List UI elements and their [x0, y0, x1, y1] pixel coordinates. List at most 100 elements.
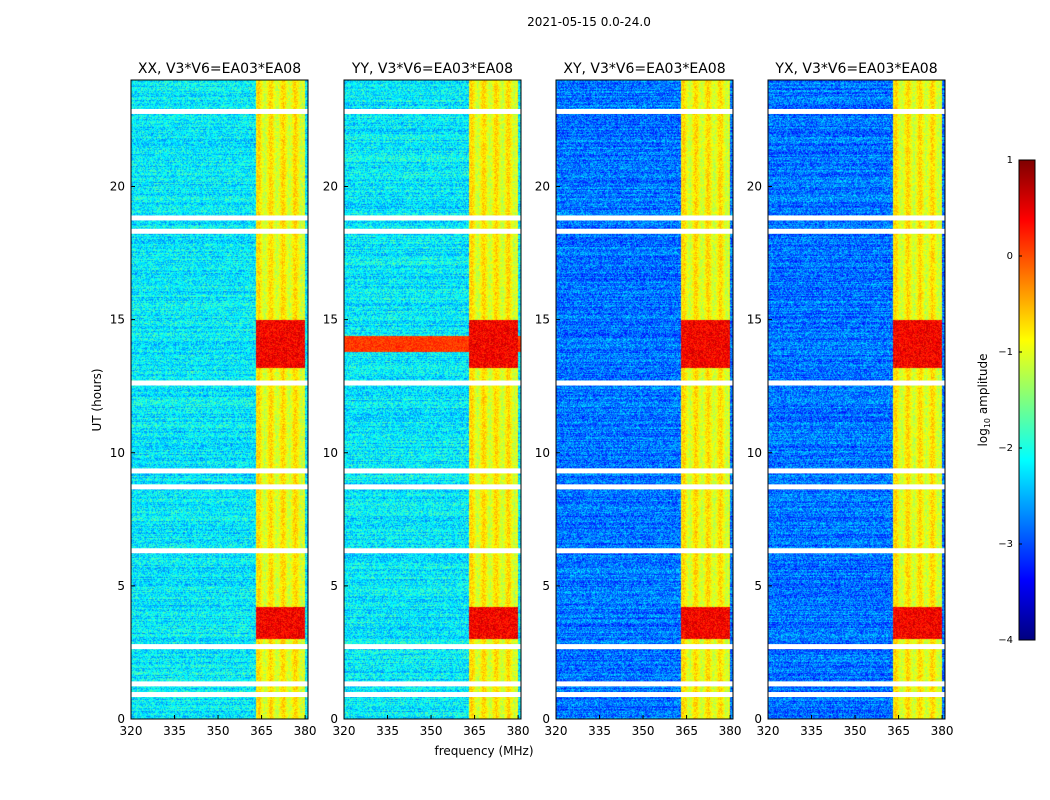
flagged-gap	[131, 681, 308, 687]
flagged-gap	[344, 468, 521, 474]
flagged-gap	[344, 108, 521, 114]
x-tick-label: 365	[463, 724, 486, 738]
y-tick-label: 20	[747, 180, 762, 194]
y-tick-label: 0	[542, 712, 550, 726]
flagged-gap	[131, 548, 308, 554]
y-tick-label: 0	[117, 712, 125, 726]
panel-title: XX, V3*V6=EA03*EA08	[138, 61, 301, 77]
y-tick-label: 15	[323, 313, 338, 327]
flagged-gap	[344, 228, 521, 234]
flagged-gap	[344, 681, 521, 687]
x-tick-label: 320	[333, 724, 356, 738]
spectrogram-image	[131, 80, 308, 719]
spectrogram-image	[344, 80, 521, 719]
y-tick-label: 5	[542, 579, 550, 593]
y-tick-label: 15	[110, 313, 125, 327]
flagged-gap	[556, 228, 733, 234]
colorbar: 1 0 −1 −2 −3 −4 log10 amplitude	[976, 155, 1036, 646]
panel-title: XY, V3*V6=EA03*EA08	[563, 61, 725, 77]
flagged-gap	[344, 692, 521, 698]
y-tick-label: 5	[117, 579, 125, 593]
y-tick-label: 20	[323, 180, 338, 194]
flagged-gap	[768, 380, 945, 386]
colorbar-tick-label: −1	[998, 347, 1013, 358]
colorbar-tick-label: 1	[1007, 155, 1013, 166]
y-tick-label: 10	[535, 446, 550, 460]
panel-xx: XX, V3*V6=EA03*EA08 320 335 350 365 380 0 5 10 15…	[110, 61, 317, 738]
flagged-gap	[131, 644, 308, 650]
x-tick-label: 350	[207, 724, 230, 738]
x-tick-label: 320	[120, 724, 143, 738]
y-tick-label: 10	[323, 446, 338, 460]
flagged-gap	[131, 228, 308, 234]
figure-title: 2021-05-15 0.0-24.0	[527, 15, 651, 29]
y-tick-label: 10	[110, 446, 125, 460]
flagged-gap	[768, 215, 945, 221]
panel-title: YY, V3*V6=EA03*EA08	[351, 61, 513, 77]
x-tick-label: 365	[887, 724, 910, 738]
y-tick-label: 20	[535, 180, 550, 194]
flagged-gap	[131, 484, 308, 490]
flagged-gap	[556, 484, 733, 490]
flagged-gap	[556, 468, 733, 474]
x-tick-label: 365	[250, 724, 273, 738]
y-tick-label: 15	[747, 313, 762, 327]
flagged-gap	[768, 484, 945, 490]
y-axis-label: UT (hours)	[90, 368, 104, 431]
flagged-gap	[344, 484, 521, 490]
flagged-gap	[768, 644, 945, 650]
flagged-gap	[131, 468, 308, 474]
flagged-gap	[131, 108, 308, 114]
panel-title: YX, V3*V6=EA03*EA08	[774, 61, 937, 77]
flagged-gap	[768, 548, 945, 554]
flagged-gap	[344, 215, 521, 221]
flagged-gap	[556, 548, 733, 554]
x-tick-label: 320	[545, 724, 568, 738]
panel-xy: XY, V3*V6=EA03*EA08 320 335 350 365 380 0 5 10 15…	[535, 61, 742, 738]
flagged-gap	[556, 692, 733, 698]
flagged-gap	[131, 380, 308, 386]
flagged-gap	[344, 644, 521, 650]
colorbar-tick-label: −3	[998, 539, 1013, 550]
panel-frame	[130, 79, 309, 720]
x-tick-label: 380	[507, 724, 530, 738]
x-tick-label: 335	[588, 724, 611, 738]
flagged-gap	[556, 380, 733, 386]
flagged-gap	[344, 380, 521, 386]
spectrogram-image	[556, 80, 733, 719]
x-tick-label: 350	[420, 724, 443, 738]
colorbar-tick-label: 0	[1007, 251, 1013, 262]
panel-yx: YX, V3*V6=EA03*EA08 320 335 350 365 380 0 5 10 15…	[747, 61, 954, 738]
panel-frame	[343, 79, 522, 720]
y-tick-label: 0	[754, 712, 762, 726]
x-axis-label: frequency (MHz)	[434, 744, 533, 758]
x-tick-label: 365	[675, 724, 698, 738]
flagged-gap	[768, 468, 945, 474]
flagged-gap	[556, 108, 733, 114]
x-tick-label: 380	[931, 724, 954, 738]
colorbar-tick-label: −4	[998, 635, 1013, 646]
x-tick-label: 380	[294, 724, 317, 738]
x-tick-label: 350	[632, 724, 655, 738]
panel-frame	[767, 79, 946, 720]
panel-yy: YY, V3*V6=EA03*EA08 320 335 350 365 380 0 5 10 15…	[323, 61, 530, 738]
x-tick-label: 320	[757, 724, 780, 738]
flagged-gap	[768, 681, 945, 687]
x-tick-label: 350	[844, 724, 867, 738]
y-tick-label: 0	[330, 712, 338, 726]
y-tick-label: 5	[754, 579, 762, 593]
flagged-gap	[768, 692, 945, 698]
x-tick-label: 380	[719, 724, 742, 738]
x-tick-label: 335	[163, 724, 186, 738]
y-tick-label: 10	[747, 446, 762, 460]
flagged-gap	[768, 108, 945, 114]
flagged-gap	[344, 548, 521, 554]
spectrogram-image	[768, 80, 945, 719]
x-tick-label: 335	[800, 724, 823, 738]
flagged-gap	[131, 215, 308, 221]
flagged-gap	[556, 215, 733, 221]
y-tick-label: 20	[110, 180, 125, 194]
x-tick-label: 335	[376, 724, 399, 738]
flagged-gap	[768, 228, 945, 234]
